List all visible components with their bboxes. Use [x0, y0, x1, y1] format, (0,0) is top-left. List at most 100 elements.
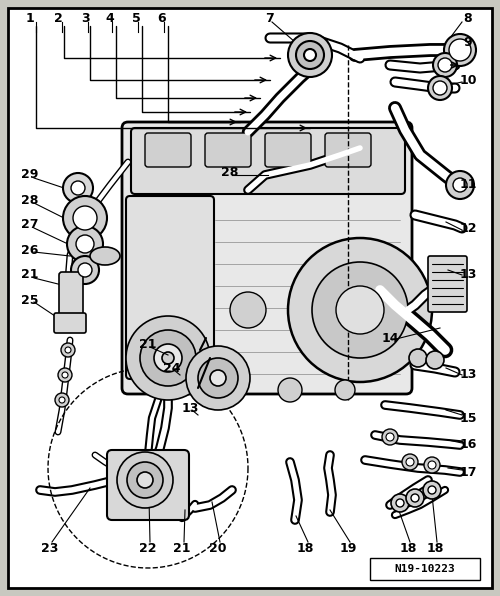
Text: 4: 4	[106, 11, 114, 24]
FancyBboxPatch shape	[107, 450, 189, 520]
Circle shape	[137, 472, 153, 488]
Circle shape	[58, 368, 72, 382]
Circle shape	[438, 58, 452, 72]
Text: 22: 22	[139, 542, 157, 554]
Text: 12: 12	[459, 222, 477, 234]
Text: 28: 28	[222, 166, 238, 178]
Circle shape	[154, 344, 182, 372]
Circle shape	[312, 262, 408, 358]
Text: 6: 6	[158, 11, 166, 24]
Circle shape	[63, 196, 107, 240]
Circle shape	[335, 380, 355, 400]
Text: 5: 5	[132, 11, 140, 24]
Circle shape	[230, 292, 266, 328]
Circle shape	[386, 433, 394, 441]
Text: 21: 21	[21, 269, 39, 281]
Circle shape	[409, 349, 427, 367]
FancyBboxPatch shape	[122, 122, 412, 394]
Circle shape	[402, 454, 418, 470]
Circle shape	[71, 181, 85, 195]
Circle shape	[296, 41, 324, 69]
Circle shape	[433, 53, 457, 77]
Circle shape	[449, 39, 471, 61]
Circle shape	[65, 347, 71, 353]
Circle shape	[406, 458, 414, 466]
FancyBboxPatch shape	[145, 133, 191, 167]
Circle shape	[396, 499, 404, 507]
Text: 14: 14	[382, 331, 399, 344]
Bar	[370, 558, 480, 580]
Text: 28: 28	[22, 194, 38, 206]
Text: 2: 2	[54, 11, 62, 24]
Text: 13: 13	[182, 402, 198, 414]
FancyBboxPatch shape	[428, 256, 467, 312]
Text: 26: 26	[22, 244, 38, 256]
Circle shape	[140, 330, 196, 386]
FancyBboxPatch shape	[325, 133, 371, 167]
Circle shape	[278, 378, 302, 402]
Text: 8: 8	[464, 11, 472, 24]
Text: 18: 18	[400, 542, 416, 554]
Text: 29: 29	[22, 169, 38, 182]
Circle shape	[78, 263, 92, 277]
FancyBboxPatch shape	[265, 133, 311, 167]
Circle shape	[424, 457, 440, 473]
Circle shape	[76, 235, 94, 253]
Text: 11: 11	[459, 178, 477, 191]
Circle shape	[186, 346, 250, 410]
Circle shape	[71, 256, 99, 284]
Circle shape	[59, 397, 65, 403]
Circle shape	[126, 316, 210, 400]
Circle shape	[428, 76, 452, 100]
Circle shape	[336, 286, 384, 334]
FancyBboxPatch shape	[205, 133, 251, 167]
Circle shape	[210, 370, 226, 386]
Circle shape	[446, 171, 474, 199]
FancyBboxPatch shape	[126, 196, 214, 379]
Text: 18: 18	[296, 542, 314, 554]
Circle shape	[444, 34, 476, 66]
Circle shape	[162, 352, 174, 364]
Ellipse shape	[90, 247, 120, 265]
Text: 9: 9	[464, 36, 472, 48]
Circle shape	[428, 486, 436, 494]
Circle shape	[62, 372, 68, 378]
Circle shape	[117, 452, 173, 508]
Text: 1: 1	[26, 11, 35, 24]
Text: 15: 15	[459, 411, 477, 424]
Circle shape	[433, 81, 447, 95]
Text: 3: 3	[82, 11, 90, 24]
Text: 13: 13	[460, 368, 476, 381]
Circle shape	[55, 393, 69, 407]
Text: 20: 20	[209, 542, 227, 554]
Circle shape	[198, 358, 238, 398]
Circle shape	[426, 351, 444, 369]
Circle shape	[61, 343, 75, 357]
Text: 19: 19	[340, 542, 356, 554]
Text: 7: 7	[266, 11, 274, 24]
Circle shape	[406, 489, 424, 507]
Circle shape	[391, 494, 409, 512]
Circle shape	[127, 462, 163, 498]
Text: 25: 25	[21, 293, 39, 306]
Circle shape	[382, 429, 398, 445]
Text: 21: 21	[139, 339, 157, 352]
Circle shape	[428, 461, 436, 469]
Circle shape	[423, 481, 441, 499]
Text: 23: 23	[42, 542, 58, 554]
Text: 18: 18	[426, 542, 444, 554]
Circle shape	[73, 206, 97, 230]
Circle shape	[453, 178, 467, 192]
Circle shape	[288, 238, 432, 382]
Circle shape	[411, 494, 419, 502]
Circle shape	[63, 173, 93, 203]
Circle shape	[288, 33, 332, 77]
Text: 10: 10	[459, 73, 477, 86]
Circle shape	[304, 49, 316, 61]
FancyBboxPatch shape	[131, 128, 405, 194]
Text: 16: 16	[460, 439, 476, 452]
Text: 24: 24	[163, 362, 181, 374]
Circle shape	[67, 226, 103, 262]
Text: 27: 27	[21, 219, 39, 231]
Text: 21: 21	[174, 542, 191, 554]
